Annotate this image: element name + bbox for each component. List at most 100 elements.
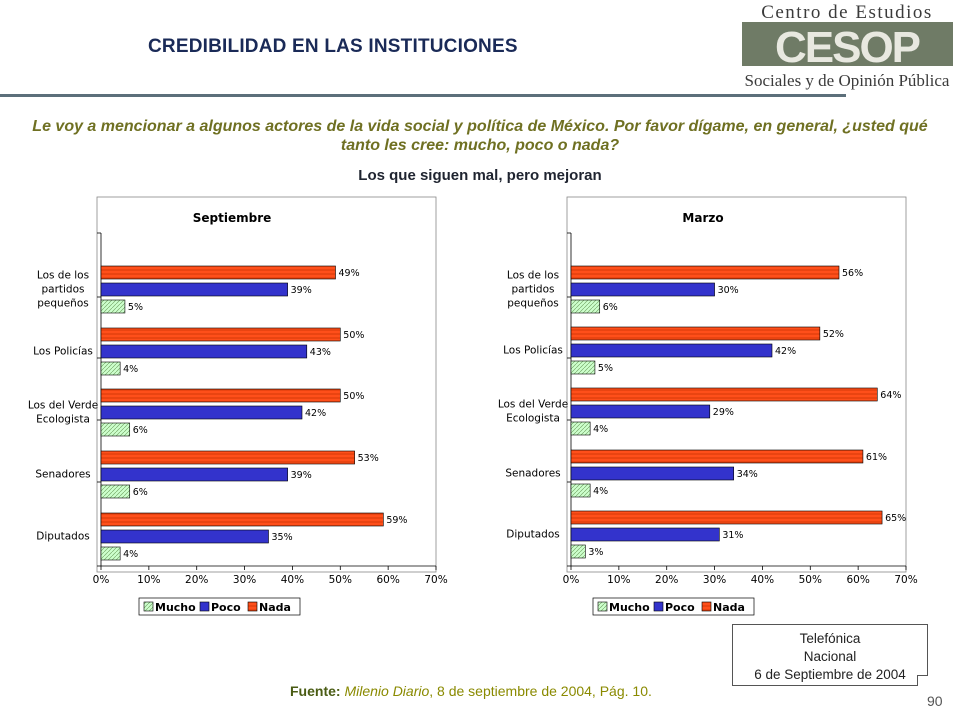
x-tick-label: 60%: [846, 574, 869, 586]
data-label: 39%: [291, 470, 312, 481]
bar-mucho: [100, 361, 121, 376]
category-label-line: pequeños: [37, 298, 88, 310]
bar-mucho: [100, 484, 131, 499]
legend-swatch: [597, 601, 608, 612]
legend-box: [592, 597, 755, 616]
legend-swatch: [653, 601, 664, 612]
data-label: 6%: [133, 425, 148, 436]
bar-poco: [100, 344, 308, 359]
note-line-1: Telefónica: [799, 631, 861, 646]
bar-nada: [570, 326, 821, 341]
legend-swatch: [701, 601, 712, 612]
page-title: CREDIBILIDAD EN LAS INSTITUCIONES: [148, 36, 518, 57]
bar-nada: [100, 450, 355, 465]
category-label: Los Policías: [33, 346, 93, 358]
data-label: 35%: [272, 532, 293, 543]
legend-box: [138, 597, 301, 616]
logo-bottom-text: Sociales y de Opinión Pública: [745, 71, 950, 90]
source-publication: Milenio Diario: [344, 683, 430, 699]
data-label: 43%: [310, 347, 331, 358]
category-label: Los Policías: [503, 345, 563, 357]
x-tick-label: 10%: [607, 574, 630, 586]
bar-poco: [570, 282, 715, 297]
bar-mucho: [570, 544, 586, 559]
category-label-line: Los de los: [37, 270, 89, 282]
bar-mucho: [100, 422, 131, 437]
data-label: 3%: [588, 547, 603, 558]
bar-nada: [100, 388, 341, 403]
x-tick-label: 40%: [281, 574, 304, 586]
x-tick-label: 30%: [233, 574, 256, 586]
category-label-line: Senadores: [35, 469, 90, 481]
data-label: 34%: [737, 469, 758, 480]
data-label: 59%: [386, 515, 407, 526]
legend-label: Mucho: [609, 601, 650, 614]
category-label-line: Los de los: [507, 270, 559, 282]
bar-poco: [570, 343, 773, 358]
category-label-line: partidos: [41, 284, 84, 296]
logo-top-text: Centro de Estudios: [761, 2, 933, 23]
x-tick-label: 50%: [329, 574, 352, 586]
data-label: 61%: [866, 452, 887, 463]
bar-poco: [570, 527, 720, 542]
x-tick-label: 70%: [424, 574, 447, 586]
data-label: 56%: [842, 268, 863, 279]
bar-nada: [100, 265, 336, 280]
bar-nada: [100, 512, 384, 527]
category-label-line: Los del Verde: [498, 399, 568, 411]
data-label: 50%: [343, 391, 364, 402]
data-label: 65%: [885, 513, 906, 524]
x-tick-label: 70%: [894, 574, 917, 586]
category-label-line: Ecologista: [506, 413, 560, 425]
category-label: Diputados: [506, 529, 559, 541]
category-label-line: Ecologista: [36, 414, 90, 426]
chart-title: Marzo: [682, 211, 723, 225]
chart-subtitle: Los que siguen mal, pero mejoran: [358, 167, 602, 184]
category-label-line: Diputados: [36, 531, 89, 543]
bar-poco: [100, 405, 303, 420]
data-label: 50%: [343, 330, 364, 341]
data-label: 49%: [339, 268, 360, 279]
data-label: 53%: [358, 453, 379, 464]
bar-nada: [570, 265, 840, 280]
bar-poco: [570, 466, 735, 481]
bar-poco: [100, 467, 288, 482]
note-line-2: Nacional: [803, 649, 857, 664]
bar-mucho: [570, 483, 591, 498]
bar-nada: [100, 327, 341, 342]
data-label: 64%: [880, 390, 901, 401]
x-tick-label: 50%: [799, 574, 822, 586]
legend-label: Nada: [259, 601, 291, 614]
header-rule: [0, 94, 846, 97]
category-label: Diputados: [36, 531, 89, 543]
category-label: Senadores: [35, 469, 90, 481]
data-label: 31%: [722, 530, 743, 541]
bar-mucho: [570, 360, 596, 375]
category-label-line: Los Policías: [33, 346, 93, 358]
data-label: 42%: [305, 408, 326, 419]
data-label: 4%: [593, 486, 608, 497]
data-label: 39%: [291, 285, 312, 296]
note-line-3: 6 de Septiembre de 2004: [754, 667, 906, 682]
cesop-logo: Centro de Estudios CESOP Sociales y de O…: [742, 2, 953, 90]
legend-label: Poco: [211, 601, 241, 614]
bar-poco: [570, 404, 711, 419]
category-label-line: Los del Verde: [28, 400, 98, 412]
category-label: Los de los partidos pequeños: [37, 270, 89, 310]
category-label-line: Senadores: [505, 468, 560, 480]
x-tick-label: 30%: [703, 574, 726, 586]
data-label: 6%: [133, 487, 148, 498]
bar-nada: [570, 510, 883, 525]
note-fold-corner: [917, 675, 928, 686]
x-tick-label: 40%: [751, 574, 774, 586]
x-tick-label: 0%: [93, 574, 110, 586]
data-label: 6%: [603, 302, 618, 313]
source-label: Fuente:: [290, 683, 341, 699]
chart-title: Septiembre: [193, 211, 272, 225]
data-label: 5%: [598, 363, 613, 374]
data-label: 42%: [775, 346, 796, 357]
legend-label: Mucho: [155, 601, 196, 614]
legend-swatch: [143, 601, 154, 612]
category-label: Los de los partidos pequeños: [507, 270, 559, 310]
